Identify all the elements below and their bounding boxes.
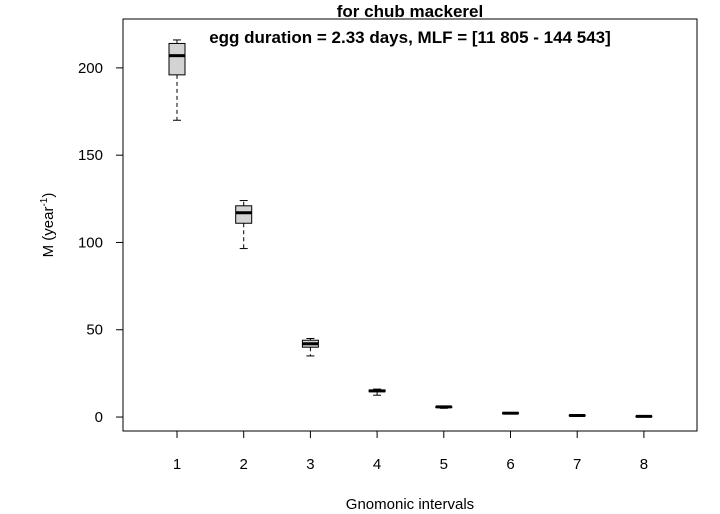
x-tick-label: 6 [506, 456, 514, 473]
plot-frame [122, 18, 698, 432]
y-tick-label: 0 [95, 409, 103, 426]
box-4 [368, 388, 386, 396]
box-body [168, 42, 186, 76]
y-tick-label: 200 [78, 60, 103, 77]
y-axis-label-close: ) [40, 193, 57, 198]
x-tick-label: 4 [373, 456, 381, 473]
x-tick-label: 2 [240, 456, 248, 473]
x-tick-label: 7 [573, 456, 581, 473]
x-tick-label: 1 [173, 456, 181, 473]
boxes [168, 39, 653, 418]
y-axis-label: M (year-1) [39, 193, 57, 258]
box-5 [435, 405, 453, 409]
chart-subtitle: egg duration = 2.33 days, MLF = [11 805 … [209, 28, 611, 47]
box-6 [502, 411, 519, 415]
box-8 [635, 414, 653, 418]
box-7 [568, 413, 586, 417]
y-axis-label-main: M (year [40, 207, 57, 258]
y-tick-label: 150 [78, 147, 103, 164]
x-axis-label: Gnomonic intervals [346, 496, 474, 513]
y-axis-label-exponent: -1 [39, 197, 50, 206]
x-tick-label: 8 [640, 456, 648, 473]
chart-title: for chub mackerel [337, 2, 483, 21]
box-body [235, 205, 253, 224]
y-tick-label: 50 [86, 322, 103, 339]
box-1 [168, 39, 186, 121]
y-axis: 0 50 100 150 200 [78, 60, 124, 426]
x-tick-label: 3 [306, 456, 314, 473]
x-axis: 1 2 3 4 5 6 7 8 [173, 430, 648, 473]
box-3 [301, 337, 319, 357]
box-2 [235, 200, 253, 250]
x-tick-label: 5 [440, 456, 448, 473]
y-tick-label: 100 [78, 234, 103, 251]
